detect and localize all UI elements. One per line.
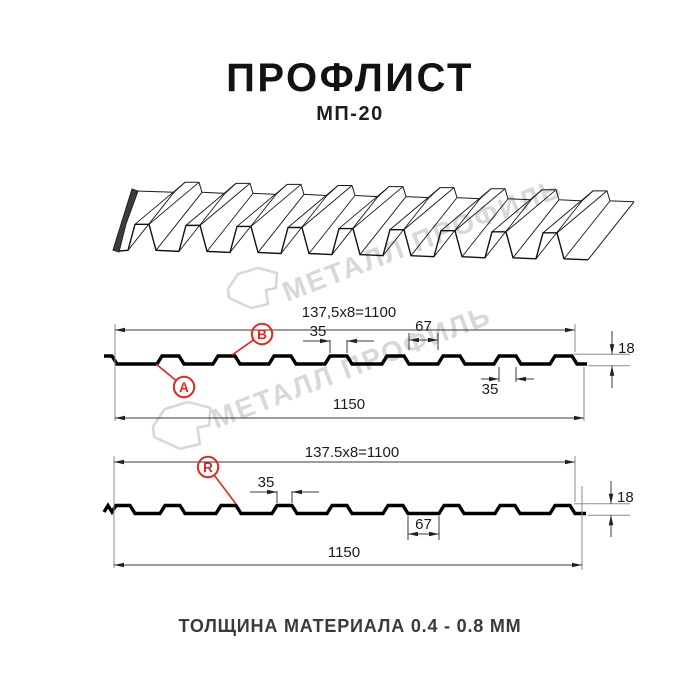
dimension-arrow xyxy=(115,415,125,421)
dim-label: 35 xyxy=(310,323,327,340)
dimension-arrow xyxy=(609,344,615,355)
dimension-arrow xyxy=(408,531,418,537)
brand-logo-icon xyxy=(226,266,279,310)
dimension-arrow xyxy=(429,531,439,537)
cross-section-bottom: 137.5x8=1100 1150 35 67 18 R xyxy=(102,444,634,570)
profile-outline xyxy=(104,354,587,366)
brand-watermark-text: МЕТАЛЛ ПРОФИЛЬ xyxy=(278,172,566,307)
dim-label: B xyxy=(257,327,267,342)
dimension-arrow xyxy=(516,376,526,382)
sheet-cut-edge xyxy=(112,188,139,253)
cross-section-top: 137,5x8=1100 1150 35 67 18 35 B A xyxy=(104,304,635,421)
marker-circle xyxy=(250,322,274,346)
marker-r: R xyxy=(196,455,237,505)
dimension-arrow xyxy=(347,338,357,344)
dimension-arrow xyxy=(608,493,614,504)
dim-label: 35 xyxy=(258,474,275,491)
material-thickness-note: ТОЛЩИНА МАТЕРИАЛА 0.4 - 0.8 ММ xyxy=(178,616,522,636)
dimension-arrow xyxy=(489,376,499,382)
dimension-arrow xyxy=(267,489,277,495)
profile-outline xyxy=(102,502,586,516)
marker-circle xyxy=(172,375,196,399)
dimension-arrow xyxy=(114,562,124,568)
dim-label: 67 xyxy=(415,516,432,533)
dimension-arrow xyxy=(574,415,584,421)
dimension-arrow xyxy=(115,327,125,333)
dim-label: 18 xyxy=(617,489,634,506)
dim-label: 67 xyxy=(415,318,432,335)
dim-label: 137,5x8=1100 xyxy=(302,304,396,321)
dimension-arrow xyxy=(565,327,575,333)
dimension-arrow xyxy=(409,337,419,343)
dim-label: 1150 xyxy=(328,544,360,561)
dimension-arrow xyxy=(320,338,330,344)
dimension-arrow xyxy=(114,459,124,465)
marker-b: B xyxy=(231,322,274,356)
dimension-arrow xyxy=(292,489,302,495)
product-model: МП-20 xyxy=(316,103,384,125)
dim-label: 1150 xyxy=(333,396,365,413)
dimension-arrow xyxy=(608,515,614,526)
page-title: ПРОФЛИСТ xyxy=(226,56,474,100)
dimension-arrow xyxy=(565,459,575,465)
watermark-middle: МЕТАЛЛ ПРОФИЛЬ xyxy=(151,299,495,451)
dim-label: A xyxy=(179,380,189,395)
marker-circle xyxy=(196,455,220,479)
sheet-3d-view xyxy=(112,181,635,261)
marker-a: A xyxy=(155,363,196,399)
dimension-arrow xyxy=(428,337,438,343)
dimension-arrow xyxy=(572,562,582,568)
dim-label: 18 xyxy=(618,340,635,357)
dim-label: 137.5x8=1100 xyxy=(305,444,399,461)
brand-logo-icon xyxy=(151,400,212,451)
dimension-arrow xyxy=(609,365,615,376)
dim-label: R xyxy=(203,460,213,475)
dim-label: 35 xyxy=(482,381,499,398)
